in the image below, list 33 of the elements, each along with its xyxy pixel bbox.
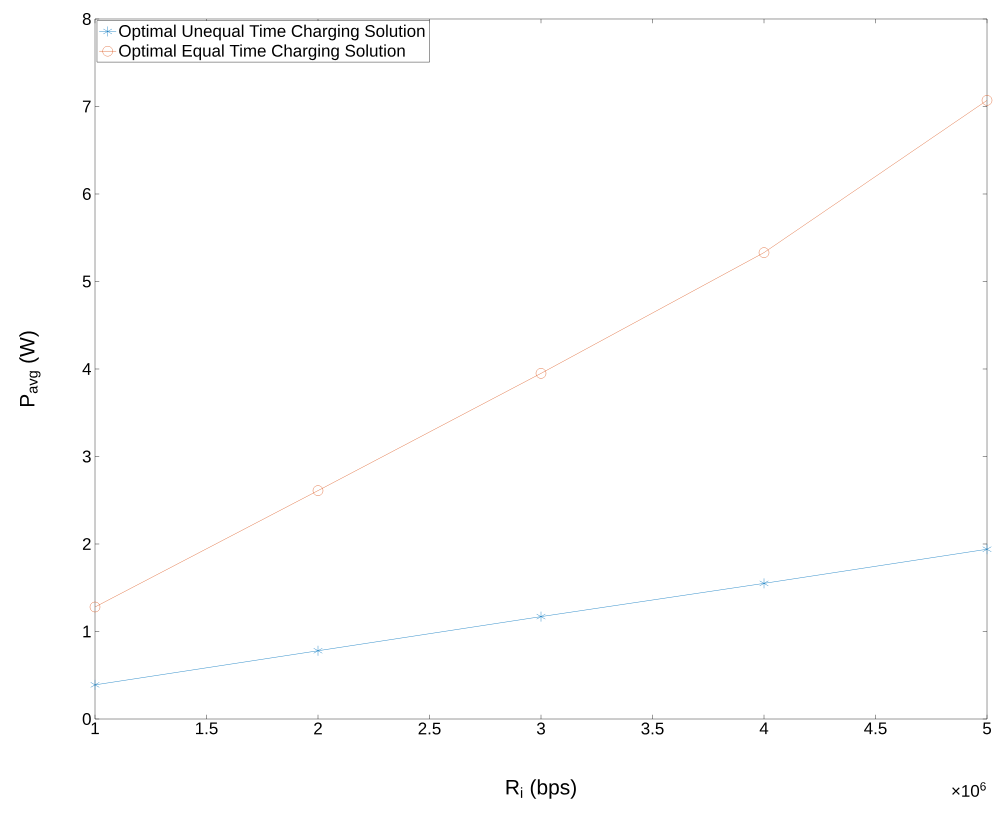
x-tick-label: 4 — [760, 722, 768, 734]
x-tick-label: 2.5 — [418, 722, 441, 735]
point — [982, 544, 992, 554]
x-axis-title: R$_{i}$ (bps) — [506, 779, 576, 799]
x-tick-label: 1 — [92, 722, 99, 734]
point — [759, 578, 769, 589]
y-tick-label: 4 — [82, 363, 91, 375]
point — [758, 247, 770, 258]
point — [536, 368, 546, 379]
y-tick-label: 7 — [82, 100, 91, 112]
y-tick-label: 8 — [82, 12, 91, 25]
x-tick-label: 4.5 — [864, 722, 887, 734]
y-tick-label: 2 — [82, 538, 91, 550]
legend-label: Optimal Unequal Time Charging Solution — [119, 24, 424, 40]
y-tick-label: 0 — [82, 713, 91, 725]
point — [90, 680, 100, 690]
x-tick-label: 3.5 — [641, 722, 664, 735]
y-tick-label: 6 — [82, 188, 91, 200]
point — [313, 646, 323, 656]
point — [90, 602, 100, 612]
point — [312, 485, 324, 496]
y-tick-label: 3 — [82, 450, 91, 462]
y-axis-title: P$_{avg}$ (W) — [19, 332, 41, 406]
point — [982, 95, 992, 106]
text: ×10$^{6}$ — [952, 782, 986, 797]
x-tick-label: 1.5 — [196, 722, 218, 734]
point — [536, 611, 546, 622]
legend-label: Optimal Equal Time Charging Solution — [119, 44, 405, 60]
y-tick-label: 1 — [83, 626, 91, 638]
x-tick-label: 5 — [982, 722, 992, 734]
x-tick-label: 2 — [314, 722, 322, 734]
x-tick-label: 3 — [536, 722, 545, 735]
y-tick-label: 5 — [82, 276, 91, 288]
